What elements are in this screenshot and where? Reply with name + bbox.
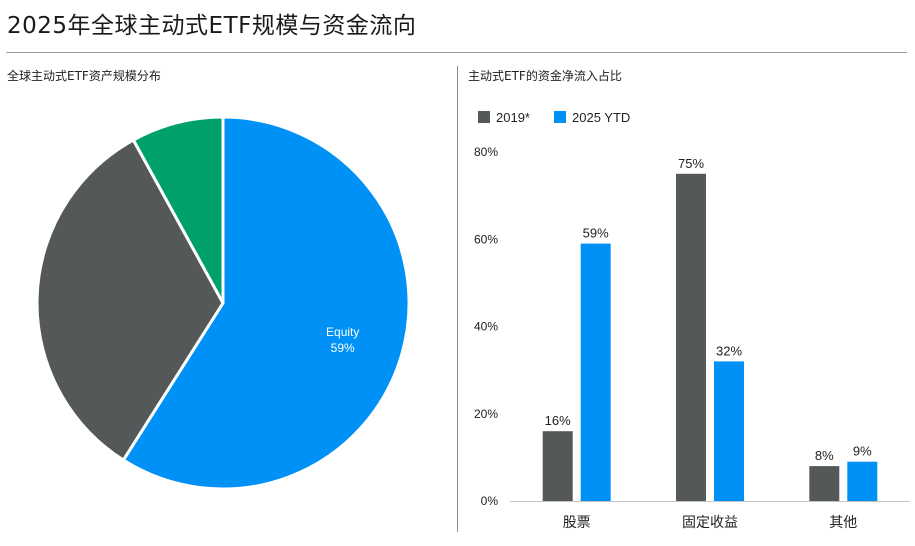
title-divider bbox=[6, 52, 907, 53]
legend-label-2019: 2019* bbox=[496, 110, 530, 125]
bar-2025-cat1 bbox=[714, 361, 744, 501]
y-tick-label: 40% bbox=[474, 320, 498, 334]
legend-swatch-2025 bbox=[554, 111, 566, 123]
x-category-label: 股票 bbox=[563, 515, 591, 531]
y-tick-label: 20% bbox=[474, 407, 498, 421]
x-category-label: 其他 bbox=[829, 515, 857, 531]
y-tick-label: 80% bbox=[474, 145, 498, 159]
y-tick-label: 60% bbox=[474, 232, 498, 246]
bar-2019-cat0 bbox=[542, 431, 573, 501]
data-label-2019-cat2: 8% bbox=[815, 448, 834, 463]
pie-chart-title: 全球主动式ETF资产规模分布 bbox=[7, 69, 161, 83]
pie-label-name: Equity bbox=[326, 325, 359, 339]
y-tick-label: 0% bbox=[481, 494, 499, 508]
data-label-2019-cat1: 75% bbox=[678, 156, 704, 171]
data-label-2025-cat0: 59% bbox=[583, 226, 609, 241]
bar-chart: 2019* 2025 YTD 0% 20% 40% 60% 80% 16% 59% 股票 75% 32… bbox=[474, 110, 910, 531]
page-title: 2025年全球主动式ETF规模与资金流向 bbox=[7, 13, 417, 39]
panel-divider bbox=[457, 66, 458, 532]
bar-2019-cat2 bbox=[809, 466, 840, 501]
pie-chart: Equity 59% bbox=[35, 115, 411, 491]
bar-2025-cat2 bbox=[847, 461, 878, 501]
bar-2025-cat0 bbox=[580, 243, 611, 501]
legend-label-2025: 2025 YTD bbox=[572, 110, 630, 125]
pie-label-value: 59% bbox=[331, 341, 355, 355]
pie-slice-equity bbox=[121, 115, 411, 491]
data-label-2025-cat2: 9% bbox=[853, 444, 872, 459]
bar-chart-title: 主动式ETF的资金净流入占比 bbox=[468, 69, 622, 83]
bar-2019-cat1 bbox=[676, 173, 706, 502]
legend-swatch-2019 bbox=[478, 111, 490, 123]
data-label-2025-cat1: 32% bbox=[716, 343, 742, 358]
x-category-label: 固定收益 bbox=[682, 515, 738, 531]
data-label-2019-cat0: 16% bbox=[545, 413, 571, 428]
pie-slice-other bbox=[131, 115, 225, 305]
